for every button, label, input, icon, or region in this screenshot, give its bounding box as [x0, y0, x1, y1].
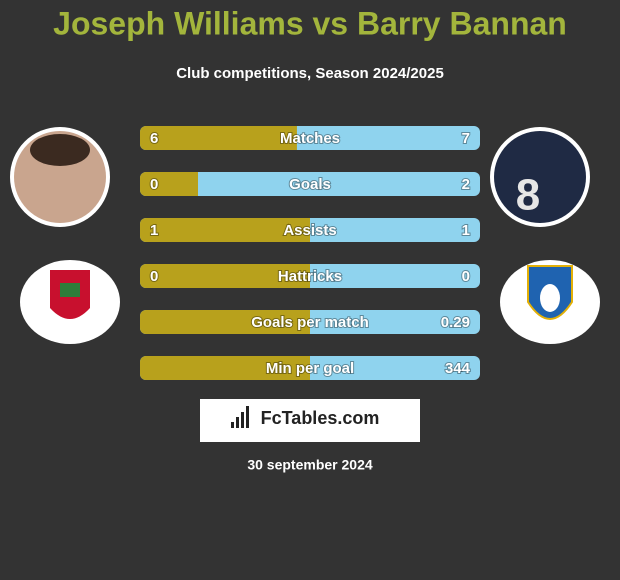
- left-value: 1: [150, 222, 158, 239]
- logo-icon: [231, 406, 249, 428]
- title: Joseph Williams vs Barry Bannan: [53, 5, 567, 41]
- date: 30 september 2024: [247, 457, 373, 473]
- bar-left: [140, 126, 297, 150]
- right-player-photo: 8: [490, 127, 590, 227]
- right-club-crest: [500, 260, 600, 344]
- stat-label: Goals per match: [251, 314, 369, 331]
- bar-left: [140, 218, 310, 242]
- bar-left: [140, 356, 310, 380]
- right-value: 0: [462, 268, 470, 285]
- stat-row: [140, 126, 480, 150]
- bar-left: [140, 172, 198, 196]
- stat-row: [140, 264, 480, 288]
- stat-row: [140, 218, 480, 242]
- right-value: 344: [445, 360, 471, 377]
- subtitle: Club competitions, Season 2024/2025: [176, 65, 444, 82]
- stat-rows: Matches 6 7 Goals 0 2 Assists 1 1 Hattricks 0 0 Goal…: [140, 126, 480, 380]
- right-value: 1: [462, 222, 470, 239]
- right-value: 0.29: [441, 314, 470, 331]
- bar-left: [140, 310, 310, 334]
- left-player-photo: [10, 127, 110, 227]
- stat-label: Assists: [283, 222, 336, 239]
- stat-label: Hattricks: [278, 268, 342, 285]
- stat-row: [140, 356, 480, 380]
- stat-row: [140, 172, 480, 196]
- right-value: 2: [462, 176, 470, 193]
- left-value: 6: [150, 130, 158, 147]
- svg-text:8: 8: [516, 171, 540, 220]
- stat-label: Min per goal: [266, 360, 354, 377]
- stat-label: Goals: [289, 176, 331, 193]
- bar-left: [140, 264, 310, 288]
- stat-label: Matches: [280, 130, 340, 147]
- logo-text: FcTables.com: [261, 408, 380, 428]
- left-value: 0: [150, 268, 158, 285]
- left-value: 0: [150, 176, 158, 193]
- right-value: 7: [462, 130, 470, 147]
- left-club-crest: [20, 260, 120, 344]
- stat-row: [140, 310, 480, 334]
